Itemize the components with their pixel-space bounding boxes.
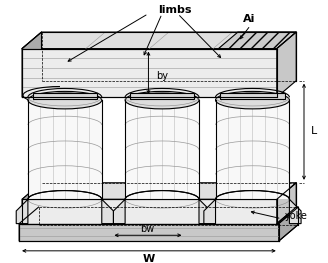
Polygon shape <box>130 93 194 99</box>
Polygon shape <box>218 32 296 49</box>
Polygon shape <box>215 100 289 199</box>
Text: L: L <box>311 126 317 136</box>
Polygon shape <box>22 49 277 97</box>
Ellipse shape <box>125 91 199 109</box>
Polygon shape <box>113 199 125 224</box>
Polygon shape <box>22 32 296 49</box>
Polygon shape <box>28 100 102 199</box>
Text: limbs: limbs <box>158 5 192 15</box>
Polygon shape <box>22 32 42 97</box>
Text: yoke: yoke <box>285 211 307 221</box>
Polygon shape <box>277 32 296 97</box>
Polygon shape <box>42 183 296 207</box>
Polygon shape <box>277 183 296 224</box>
Polygon shape <box>220 93 285 99</box>
Polygon shape <box>22 183 296 199</box>
Text: bw: bw <box>140 224 154 234</box>
Polygon shape <box>289 199 301 224</box>
Ellipse shape <box>215 91 289 109</box>
Text: W: W <box>142 254 154 263</box>
Polygon shape <box>199 199 211 224</box>
Text: by: by <box>156 71 168 81</box>
Polygon shape <box>22 199 277 224</box>
Polygon shape <box>279 207 298 241</box>
Polygon shape <box>16 199 28 224</box>
Polygon shape <box>19 224 279 241</box>
Text: Ai: Ai <box>243 14 255 24</box>
Polygon shape <box>125 100 199 199</box>
Ellipse shape <box>28 91 102 109</box>
Polygon shape <box>39 207 298 225</box>
Polygon shape <box>19 207 298 224</box>
Polygon shape <box>102 199 113 224</box>
Polygon shape <box>42 32 296 81</box>
Polygon shape <box>204 199 215 224</box>
Polygon shape <box>33 93 97 99</box>
Polygon shape <box>22 183 42 224</box>
Polygon shape <box>19 207 39 241</box>
